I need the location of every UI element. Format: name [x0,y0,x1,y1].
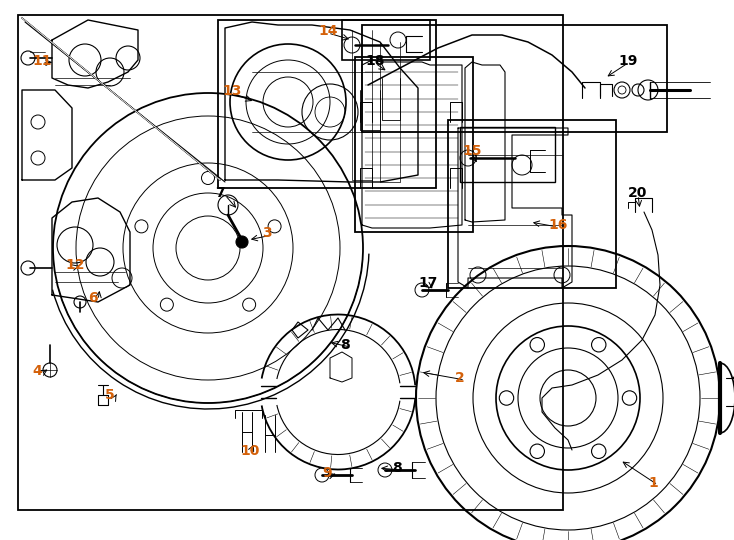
Text: 5: 5 [105,388,115,402]
Text: 12: 12 [65,258,84,272]
Bar [362,25,667,132]
Text: 4: 4 [32,364,42,378]
Text: 6: 6 [88,291,98,305]
Text: 8: 8 [340,338,349,352]
Text: 7: 7 [215,186,225,200]
Text: 9: 9 [322,466,332,480]
Text: 3: 3 [262,226,272,240]
Text: 19: 19 [618,54,637,68]
Bar [355,57,473,232]
Bar [342,20,430,60]
Text: 18: 18 [365,54,385,68]
Text: 2: 2 [455,371,465,385]
Text: 10: 10 [240,444,259,458]
Text: 17: 17 [418,276,437,290]
Bar [460,127,555,182]
Bar [18,15,563,510]
Text: 14: 14 [318,24,338,38]
Circle shape [236,236,248,248]
Bar [448,120,616,288]
Text: 13: 13 [222,84,241,98]
Text: 8: 8 [392,461,401,475]
Bar [218,20,436,188]
Text: 16: 16 [548,218,567,232]
Text: 1: 1 [648,476,658,490]
Text: 20: 20 [628,186,647,200]
Text: 11: 11 [32,54,51,68]
Text: 15: 15 [462,144,482,158]
